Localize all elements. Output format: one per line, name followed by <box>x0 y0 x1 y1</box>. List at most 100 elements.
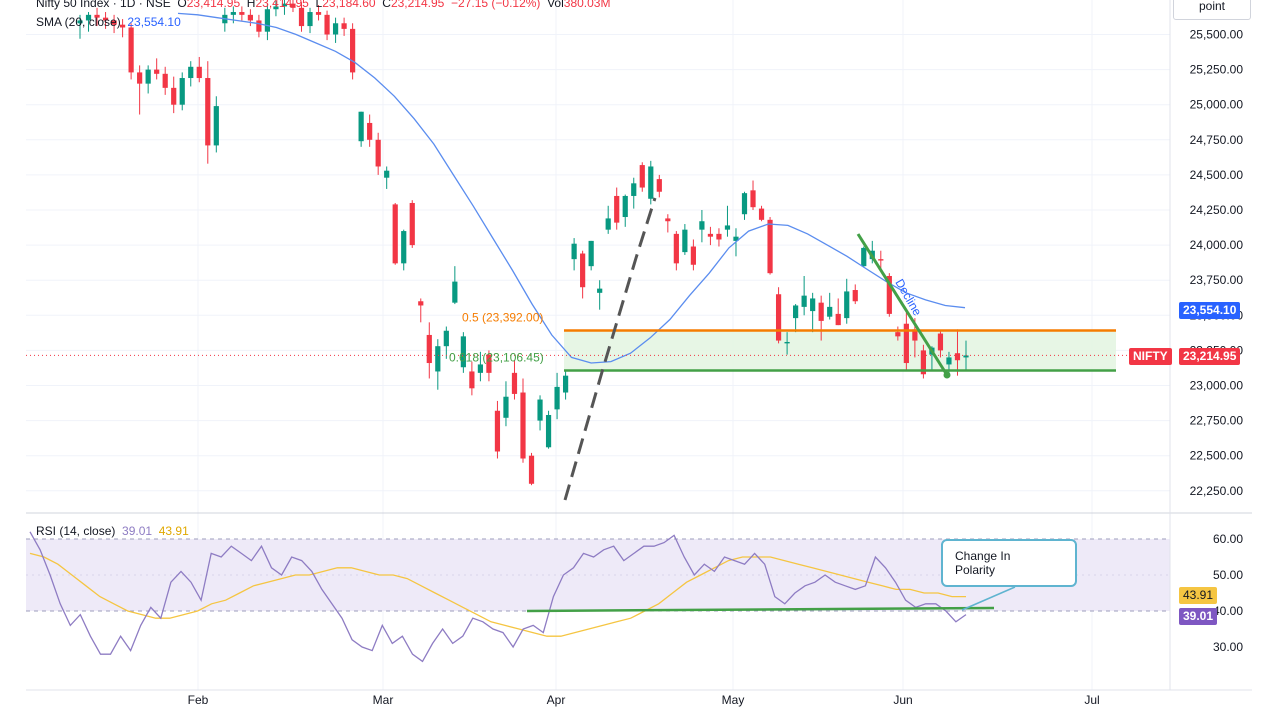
candle-body[interactable] <box>903 323 909 364</box>
candle-body[interactable] <box>716 233 722 240</box>
candle-body[interactable] <box>503 396 509 418</box>
candle-body[interactable] <box>179 78 185 105</box>
candle-body[interactable] <box>460 336 466 368</box>
candle-body[interactable] <box>690 246 696 265</box>
uptrend-dashed-line[interactable] <box>563 197 657 501</box>
candle-body[interactable] <box>128 27 134 73</box>
candle-body[interactable] <box>162 73 168 88</box>
candle-body[interactable] <box>733 236 739 241</box>
candle-body[interactable] <box>239 12 245 15</box>
candle-body[interactable] <box>145 69 151 84</box>
change-in-polarity-callout[interactable]: Change In Polarity <box>941 539 1077 587</box>
candle-body[interactable] <box>835 313 841 326</box>
point-button[interactable]: point <box>1173 0 1251 20</box>
candle-body[interactable] <box>520 392 526 459</box>
candle-body[interactable] <box>119 24 126 28</box>
candle-body[interactable] <box>137 72 143 84</box>
candle-body[interactable] <box>281 3 288 7</box>
candle-body[interactable] <box>580 253 586 288</box>
candle-body[interactable] <box>392 204 398 264</box>
candle-body[interactable] <box>886 275 892 314</box>
candle-body[interactable] <box>827 306 833 317</box>
candle-body[interactable] <box>154 69 160 74</box>
candle-body[interactable] <box>315 12 322 15</box>
candle-body[interactable] <box>920 350 927 375</box>
candle-body[interactable] <box>912 329 918 341</box>
candle-body[interactable] <box>367 122 373 140</box>
candle-body[interactable] <box>384 170 390 178</box>
candle-body[interactable] <box>784 341 790 344</box>
polarity-line[interactable] <box>526 606 995 613</box>
candle-body[interactable] <box>477 364 484 373</box>
candle-body[interactable] <box>486 354 492 373</box>
candle-body[interactable] <box>963 355 969 358</box>
candle-body[interactable] <box>341 23 347 29</box>
candle-body[interactable] <box>597 288 603 293</box>
candle-body[interactable] <box>213 106 219 146</box>
candle-body[interactable] <box>94 14 100 18</box>
candle-body[interactable] <box>750 190 756 208</box>
candle-body[interactable] <box>946 357 952 365</box>
candle-body[interactable] <box>528 455 535 484</box>
candle-body[interactable] <box>741 193 748 215</box>
candle-body[interactable] <box>861 247 867 267</box>
candle-body[interactable] <box>247 14 253 21</box>
candle-body[interactable] <box>818 302 824 321</box>
decline-trend-line[interactable] <box>856 233 949 376</box>
candle-body[interactable] <box>878 259 884 261</box>
candle-body[interactable] <box>648 166 654 199</box>
candle-body[interactable] <box>801 295 807 307</box>
candle-body[interactable] <box>256 20 262 32</box>
candle-body[interactable] <box>111 20 117 25</box>
candle-body[interactable] <box>844 291 850 319</box>
candle-body[interactable] <box>443 330 449 347</box>
candle-body[interactable] <box>196 66 202 79</box>
candle-body[interactable] <box>639 165 645 188</box>
candle-body[interactable] <box>554 386 560 410</box>
candle-body[interactable] <box>775 294 782 341</box>
candle-body[interactable] <box>605 218 611 230</box>
candle-body[interactable] <box>426 334 432 364</box>
candle-body[interactable] <box>511 372 518 394</box>
candle-body[interactable] <box>656 179 662 192</box>
candle-body[interactable] <box>767 219 773 274</box>
candle-body[interactable] <box>588 240 594 267</box>
candle-body[interactable] <box>230 12 236 15</box>
candle-body[interactable] <box>937 333 944 351</box>
candle-body[interactable] <box>307 12 313 27</box>
candle-body[interactable] <box>810 298 816 312</box>
candle-body[interactable] <box>537 399 543 421</box>
candle-body[interactable] <box>171 87 177 105</box>
candle-body[interactable] <box>707 233 714 237</box>
candle-body[interactable] <box>545 414 552 448</box>
candle-body[interactable] <box>614 195 620 223</box>
candle-body[interactable] <box>401 231 407 264</box>
candle-body[interactable] <box>273 6 279 10</box>
candle-body[interactable] <box>622 195 628 218</box>
sma-header[interactable]: SMA (20, close) 23,554.10 <box>36 15 181 29</box>
candle-body[interactable] <box>77 20 83 24</box>
candle-body[interactable] <box>188 66 194 79</box>
candle-body[interactable] <box>724 225 731 230</box>
candle-body[interactable] <box>665 218 671 222</box>
candle-body[interactable] <box>699 221 705 230</box>
candle-body[interactable] <box>102 17 109 21</box>
candle-body[interactable] <box>954 353 961 361</box>
candle-body[interactable] <box>494 410 501 452</box>
candle-body[interactable] <box>264 9 271 32</box>
candle-body[interactable] <box>673 233 679 264</box>
candle-body[interactable] <box>350 28 356 73</box>
candle-body[interactable] <box>358 111 364 142</box>
candle-body[interactable] <box>571 243 577 260</box>
candle-body[interactable] <box>631 183 637 196</box>
candle-body[interactable] <box>418 301 424 306</box>
candle-body[interactable] <box>298 7 305 27</box>
candle-body[interactable] <box>562 375 569 393</box>
candle-body[interactable] <box>332 23 339 35</box>
candle-body[interactable] <box>469 371 475 389</box>
candle-body[interactable] <box>409 202 415 246</box>
candle-body[interactable] <box>85 14 92 21</box>
candle-body[interactable] <box>758 208 765 220</box>
candle-body[interactable] <box>452 281 458 303</box>
candle-body[interactable] <box>324 14 330 35</box>
